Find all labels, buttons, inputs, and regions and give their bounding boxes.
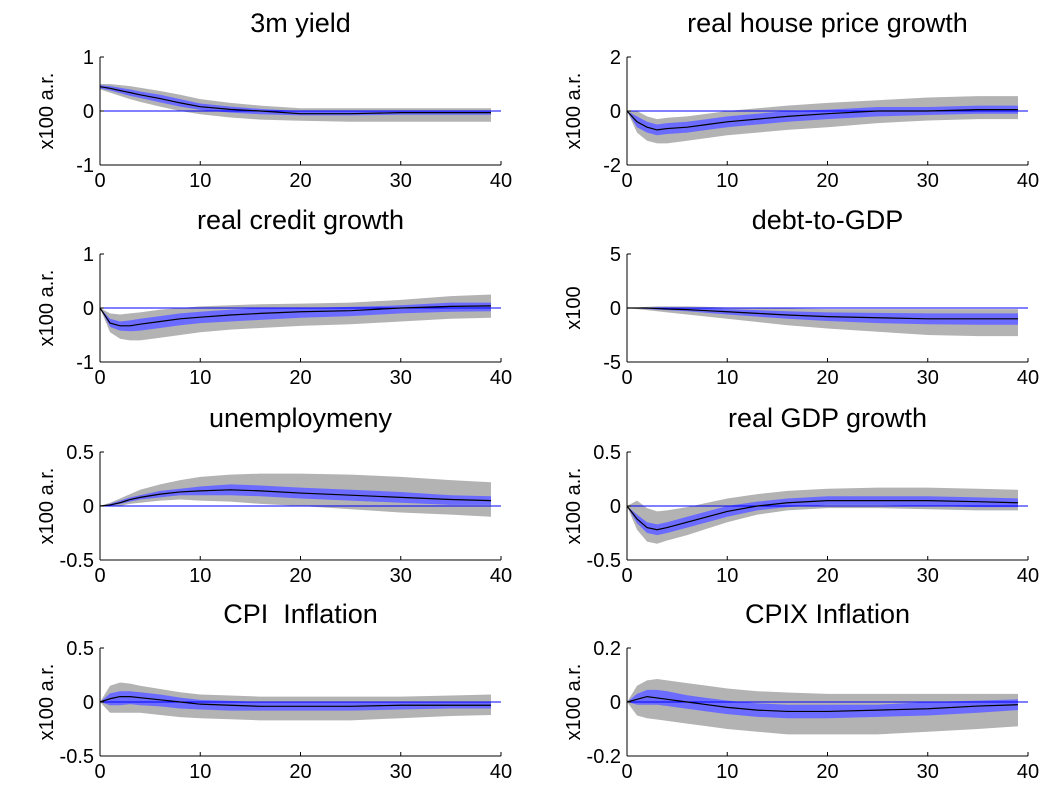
y-tick-label: 0 <box>610 496 621 518</box>
x-tick-label: 10 <box>716 170 738 192</box>
y-axis-label: x100 a.r. <box>36 270 58 347</box>
inner-band <box>627 689 1018 719</box>
y-tick-label: -0.2 <box>587 746 621 768</box>
y-axis-label: x100 a.r. <box>563 664 585 741</box>
y-axis-label: x100 a.r. <box>563 468 585 545</box>
inner-band <box>627 105 1018 136</box>
panel-title: real house price growth <box>687 8 968 38</box>
y-tick-label: -5 <box>603 352 621 374</box>
x-tick-label: 40 <box>1017 367 1039 389</box>
y-tick-label: -2 <box>603 155 621 177</box>
x-tick-label: 0 <box>94 170 105 192</box>
x-tick-label: 20 <box>289 367 311 389</box>
panel-title: CPIX Inflation <box>745 599 910 629</box>
panel-title: unemploymeny <box>209 403 393 433</box>
y-tick-label: 1 <box>83 244 94 266</box>
x-tick-label: 20 <box>816 170 838 192</box>
y-tick-label: 0.2 <box>593 638 621 660</box>
y-tick-label: 0.5 <box>593 442 621 464</box>
y-axis-label: x100 a.r. <box>36 664 58 741</box>
inner-band <box>100 484 491 506</box>
x-tick-label: 10 <box>716 565 738 587</box>
x-tick-label: 10 <box>189 170 211 192</box>
x-tick-label: 0 <box>621 761 632 783</box>
median-line <box>99 305 491 327</box>
median-line <box>626 500 1018 531</box>
x-tick-label: 30 <box>390 367 412 389</box>
x-tick-label: 0 <box>621 367 632 389</box>
inner-band <box>627 496 1018 536</box>
panel-title: CPI Inflation <box>223 599 378 629</box>
y-tick-label: -1 <box>76 352 94 374</box>
y-axis-label: x100 <box>563 286 585 329</box>
panel-title: real credit growth <box>197 205 404 235</box>
y-tick-label: 0.5 <box>66 442 94 464</box>
x-tick-label: 0 <box>94 565 105 587</box>
x-tick-label: 0 <box>94 761 105 783</box>
x-tick-label: 20 <box>289 170 311 192</box>
y-axis-label: x100 a.r. <box>36 468 58 545</box>
median-line <box>99 86 491 115</box>
x-tick-label: 40 <box>1017 170 1039 192</box>
x-tick-label: 30 <box>390 761 412 783</box>
x-tick-label: 40 <box>490 367 512 389</box>
y-tick-label: -0.5 <box>587 550 621 572</box>
x-tick-label: 30 <box>917 170 939 192</box>
y-tick-label: 0 <box>83 692 94 714</box>
x-tick-label: 10 <box>189 761 211 783</box>
median-line <box>99 489 491 507</box>
median-line <box>626 109 1018 131</box>
outer-band <box>627 487 1018 544</box>
y-axis-label: x100 a.r. <box>36 73 58 150</box>
y-tick-label: 1 <box>83 47 94 69</box>
y-tick-label: 0 <box>83 496 94 518</box>
outer-band <box>100 682 491 721</box>
x-tick-label: 40 <box>490 565 512 587</box>
y-tick-label: 0 <box>83 101 94 123</box>
x-tick-label: 30 <box>917 367 939 389</box>
median-line <box>626 695 1018 713</box>
median-line <box>627 307 1018 320</box>
x-tick-label: 0 <box>621 170 632 192</box>
median-line <box>99 695 491 707</box>
panel-title: debt-to-GDP <box>752 205 904 235</box>
x-tick-label: 40 <box>490 761 512 783</box>
x-tick-label: 40 <box>1017 761 1039 783</box>
y-tick-label: 0 <box>83 298 94 320</box>
x-tick-label: 20 <box>816 761 838 783</box>
x-tick-label: 10 <box>189 367 211 389</box>
x-tick-label: 20 <box>289 761 311 783</box>
x-tick-label: 20 <box>816 367 838 389</box>
outer-band <box>100 84 491 122</box>
y-tick-label: 0 <box>610 298 621 320</box>
y-tick-label: 2 <box>610 47 621 69</box>
y-tick-label: 0 <box>610 101 621 123</box>
panel-title: real GDP growth <box>728 403 927 433</box>
y-axis-label: x100 a.r. <box>563 73 585 150</box>
x-tick-label: 40 <box>1017 565 1039 587</box>
x-tick-label: 0 <box>621 565 632 587</box>
x-tick-label: 40 <box>490 170 512 192</box>
x-tick-label: 20 <box>816 565 838 587</box>
x-tick-label: 10 <box>716 367 738 389</box>
outer-band <box>627 96 1018 144</box>
x-tick-label: 10 <box>716 761 738 783</box>
x-tick-label: 30 <box>390 170 412 192</box>
x-tick-label: 30 <box>390 565 412 587</box>
x-tick-label: 0 <box>94 367 105 389</box>
y-tick-label: -1 <box>76 155 94 177</box>
x-tick-label: 20 <box>289 565 311 587</box>
x-tick-label: 30 <box>917 565 939 587</box>
x-tick-label: 10 <box>189 565 211 587</box>
y-tick-label: 5 <box>610 244 621 266</box>
y-tick-label: -0.5 <box>60 746 94 768</box>
inner-band <box>100 302 491 332</box>
panel-title: 3m yield <box>250 8 351 38</box>
inner-band <box>100 85 491 116</box>
y-tick-label: 0.5 <box>66 638 94 660</box>
y-tick-label: 0 <box>610 692 621 714</box>
y-tick-label: -0.5 <box>60 550 94 572</box>
x-tick-label: 30 <box>917 761 939 783</box>
